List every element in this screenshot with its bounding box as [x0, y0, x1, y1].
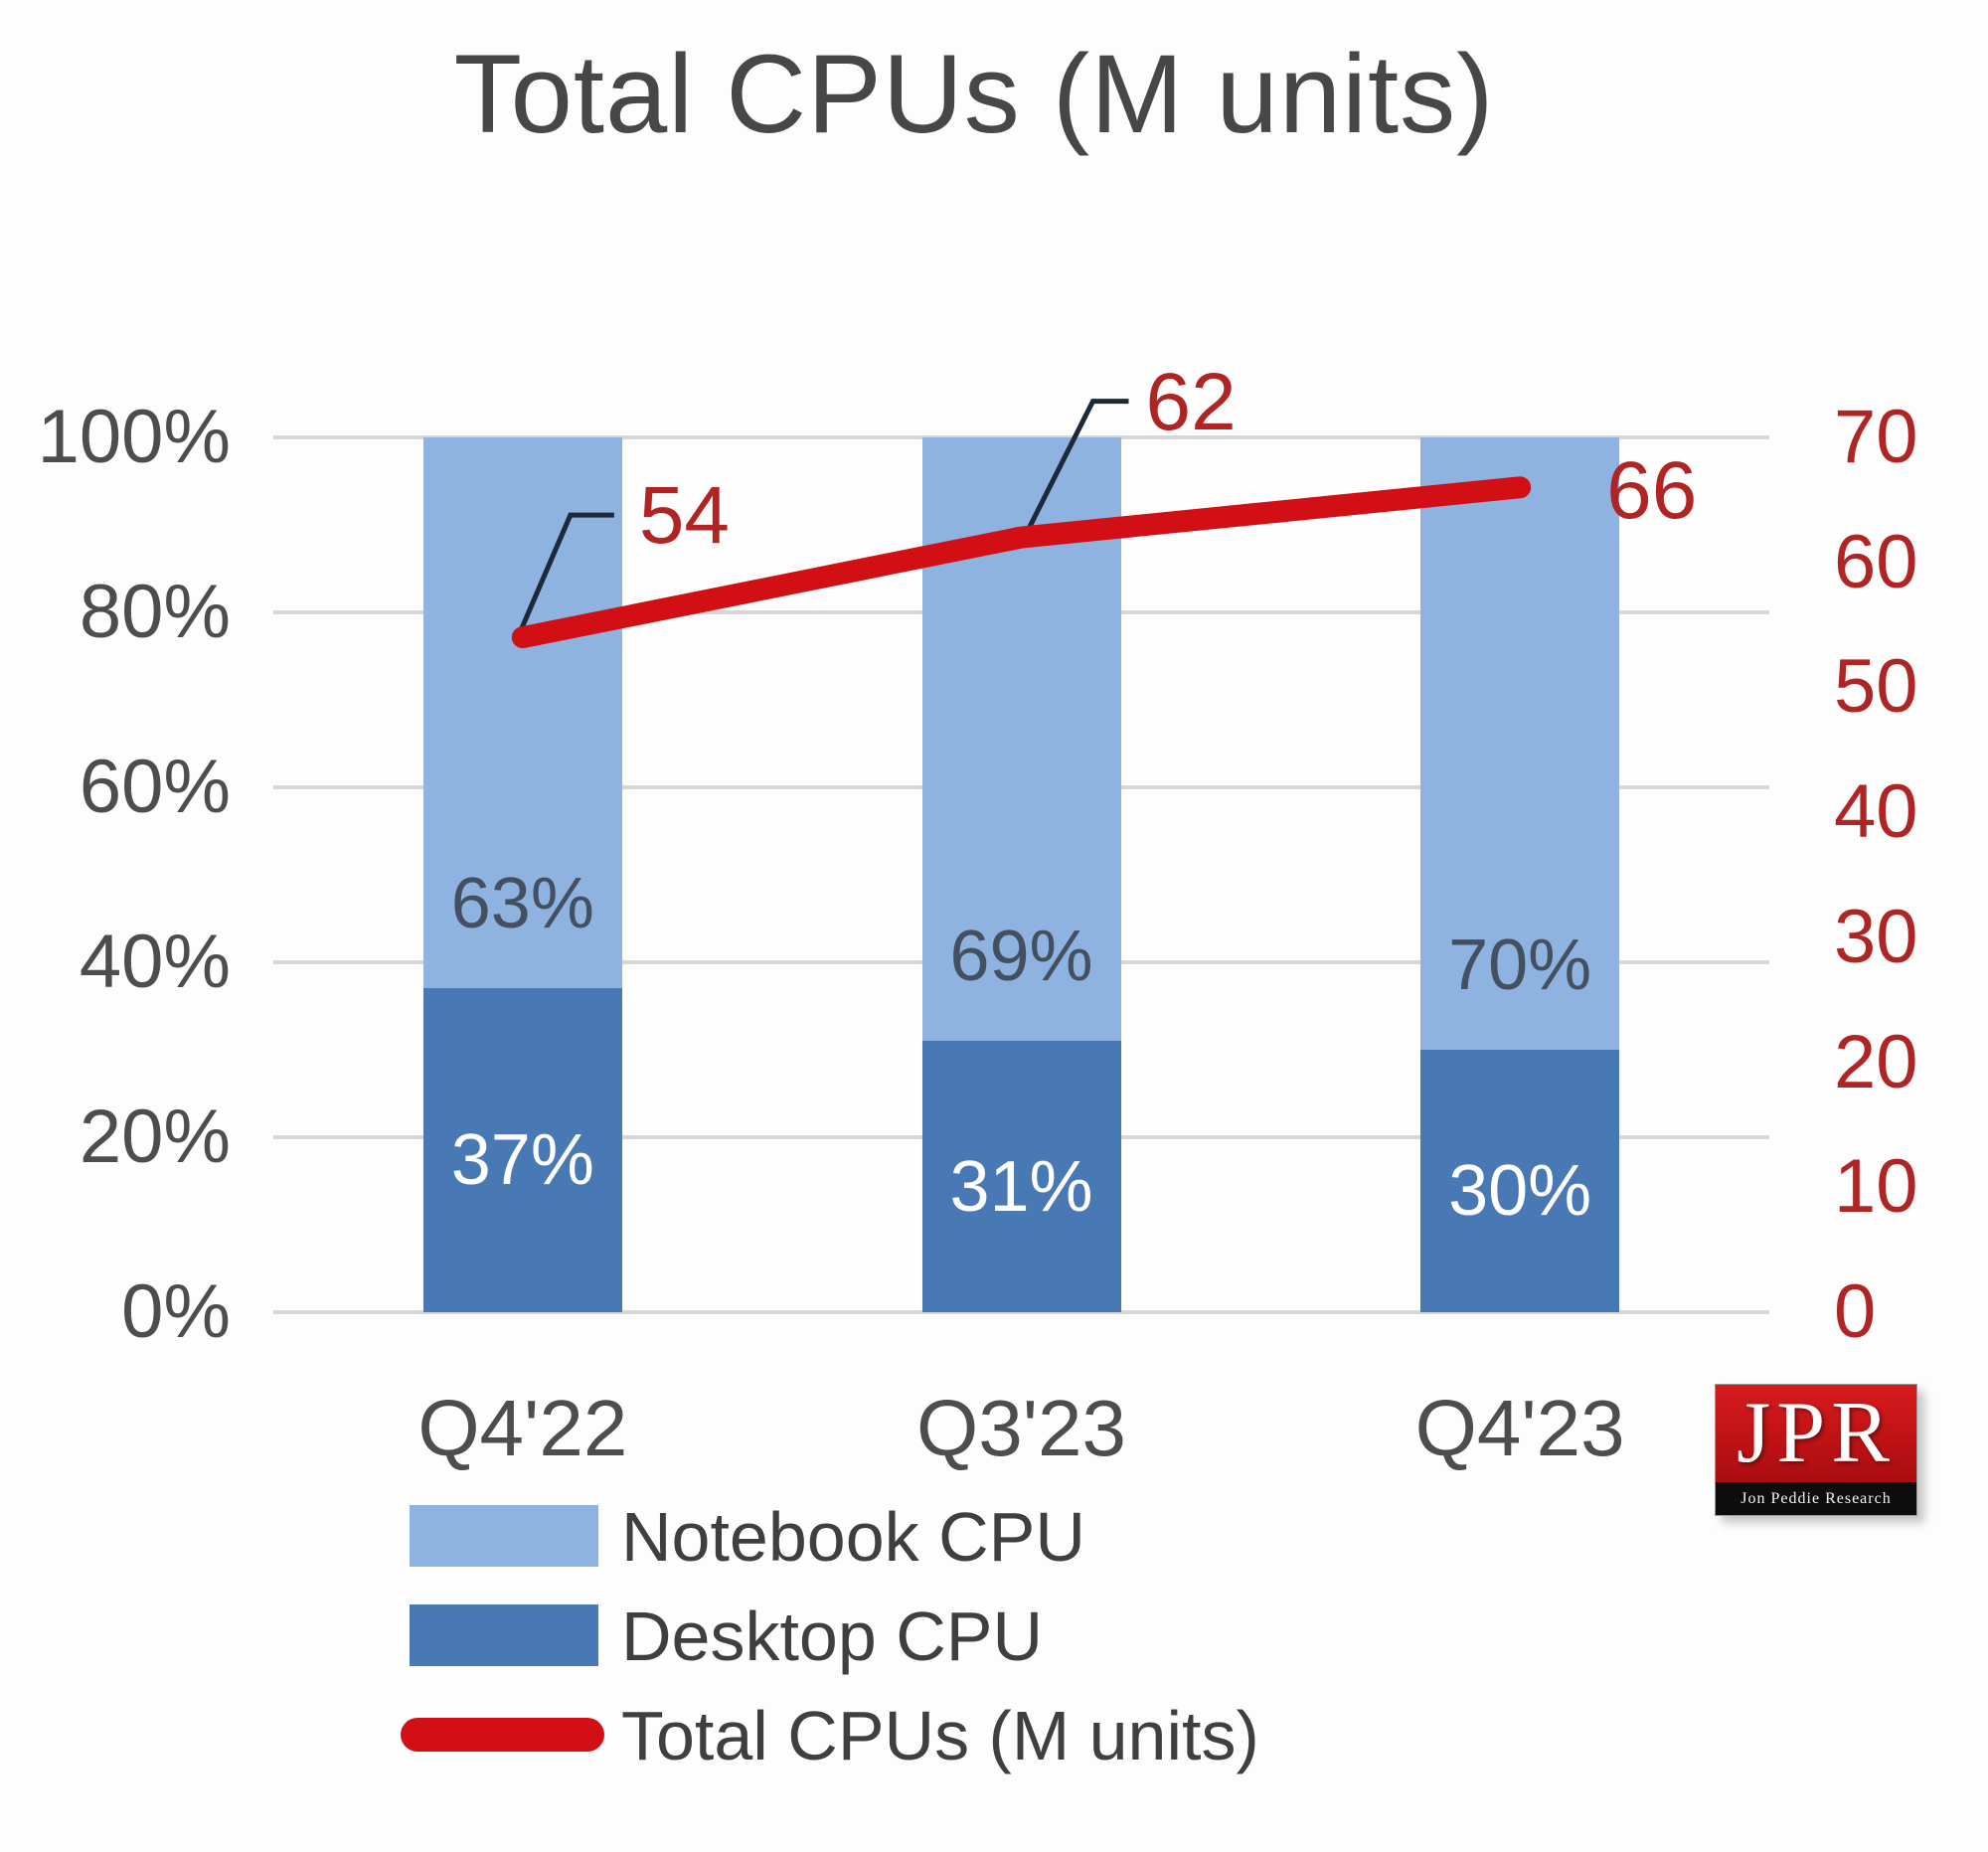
- axis-left-tick-label: 60%: [79, 745, 231, 829]
- axis-right-tick-label: 20: [1834, 1019, 1918, 1104]
- bar-notebook-label: 63%: [450, 864, 594, 944]
- gridline: [273, 1310, 1769, 1314]
- axis-right-tick-label: 30: [1834, 894, 1918, 979]
- axis-left-tick-label: 0%: [121, 1269, 231, 1354]
- jpr-logo-black-band: Jon Peddie Research: [1716, 1482, 1916, 1515]
- axis-right-tick-label: 60: [1834, 519, 1918, 604]
- legend-label-desktop: Desktop CPU: [621, 1598, 1044, 1675]
- bar-desktop-segment: [921, 1041, 1121, 1312]
- legend-swatch-notebook-icon: [410, 1505, 598, 1567]
- axis-right-tick-label: 10: [1834, 1144, 1918, 1230]
- legend-label-notebook: Notebook CPU: [621, 1498, 1085, 1576]
- jpr-logo: JPR Jon Peddie Research: [1715, 1384, 1917, 1516]
- legend-line-swatch-icon: [401, 1718, 604, 1752]
- bar-notebook-label: 70%: [1448, 926, 1592, 1005]
- bar-desktop-segment: [1420, 1050, 1620, 1312]
- category-label: Q4'22: [417, 1384, 628, 1472]
- axis-left-tick-label: 100%: [37, 395, 231, 479]
- category-label: Q3'23: [916, 1384, 1126, 1472]
- line-value-label: 62: [1145, 356, 1237, 447]
- bar-desktop-label: 30%: [1448, 1151, 1592, 1231]
- legend-swatch-desktop-icon: [410, 1604, 598, 1666]
- bar-desktop-label: 31%: [949, 1146, 1093, 1227]
- jpr-logo-text: JPR: [1737, 1385, 1896, 1481]
- bar-desktop-segment: [422, 988, 622, 1312]
- chart-title: Total CPUs (M units): [453, 32, 1495, 156]
- line-value-label: 54: [638, 470, 731, 562]
- bar-notebook-label: 69%: [949, 917, 1093, 997]
- jpr-logo-subtext: Jon Peddie Research: [1740, 1489, 1892, 1507]
- axis-left-tick-label: 40%: [79, 920, 231, 1004]
- line-value-label: 66: [1606, 445, 1698, 537]
- axis-right-tick-label: 0: [1834, 1269, 1877, 1354]
- axis-right-tick-label: 40: [1834, 769, 1918, 855]
- axis-right-tick-label: 50: [1834, 644, 1918, 730]
- axis-right-tick-label: 70: [1834, 395, 1918, 479]
- axis-left-tick-label: 20%: [79, 1094, 231, 1179]
- legend-label-total-line: Total CPUs (M units): [621, 1697, 1259, 1774]
- bar-desktop-label: 37%: [450, 1120, 594, 1201]
- jpr-logo-red-panel: JPR: [1716, 1385, 1916, 1482]
- category-label: Q4'23: [1414, 1384, 1625, 1472]
- axis-left-tick-label: 80%: [79, 570, 231, 654]
